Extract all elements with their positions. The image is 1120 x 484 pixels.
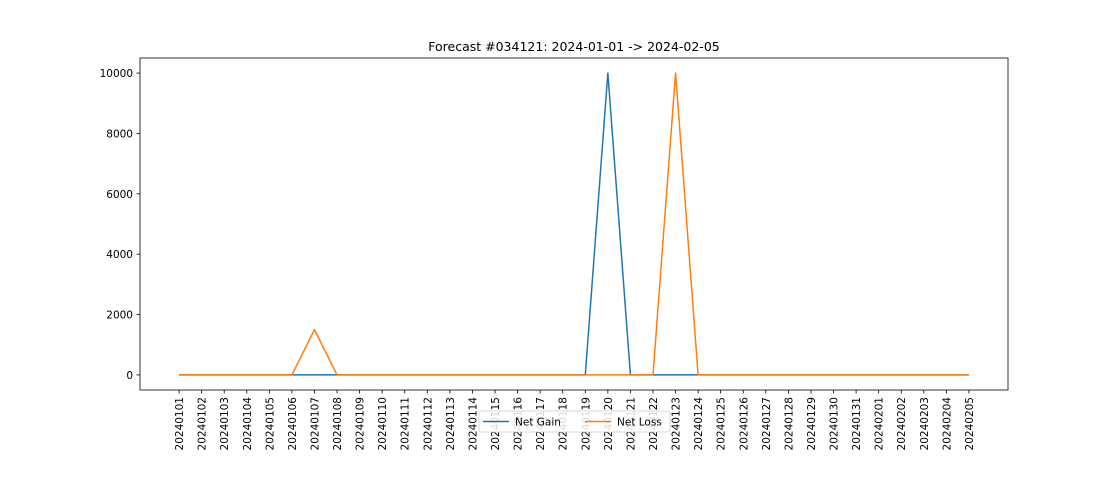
chart-title: Forecast #034121: 2024-01-01 -> 2024-02-… [428,39,719,54]
x-tick-label: 20240101 [174,397,186,450]
series-line-1 [179,73,969,375]
y-tick-label: 8000 [106,128,133,140]
legend-label: Net Gain [515,417,561,429]
x-tick-label: 20240124 [693,397,705,451]
x-tick-label: 20240111 [400,397,412,450]
x-tick-label: 20240205 [964,397,976,450]
series-line-2 [179,73,969,375]
y-tick-label: 2000 [106,310,133,322]
y-tick-label: 0 [126,370,133,382]
x-tick-label: 20240126 [738,397,750,451]
plot-frame [140,58,1008,390]
x-tick-label: 20240109 [355,397,367,450]
x-tick-label: 20240112 [422,397,434,450]
x-tick-label: 20240204 [941,397,953,451]
x-tick-label: 20240110 [377,397,389,450]
y-tick-label: 10000 [100,68,133,80]
x-tick-label: 20240107 [309,397,321,450]
y-tick-label: 4000 [106,249,133,261]
x-tick-label: 20240129 [806,397,818,450]
x-tick-label: 20240108 [332,397,344,450]
x-tick-label: 20240113 [445,397,457,450]
x-tick-label: 20240123 [671,397,683,450]
legend-label: Net Loss [617,417,662,429]
x-tick-label: 20240202 [896,397,908,450]
x-tick-label: 20240104 [242,397,254,451]
x-tick-label: 20240130 [829,397,841,450]
x-tick-label: 20240127 [761,397,773,450]
x-tick-label: 20240131 [851,397,863,450]
x-tick-label: 20240106 [287,397,299,451]
x-tick-label: 20240203 [919,397,931,450]
x-tick-label: 20240105 [264,397,276,450]
x-tick-label: 20240128 [783,397,795,450]
x-tick-label: 20240102 [197,397,209,450]
x-tick-label: 20240103 [219,397,231,450]
x-tick-label: 20240201 [874,397,886,450]
x-tick-label: 20240114 [467,397,479,451]
y-tick-label: 6000 [106,189,133,201]
x-tick-label: 20240125 [716,397,728,450]
